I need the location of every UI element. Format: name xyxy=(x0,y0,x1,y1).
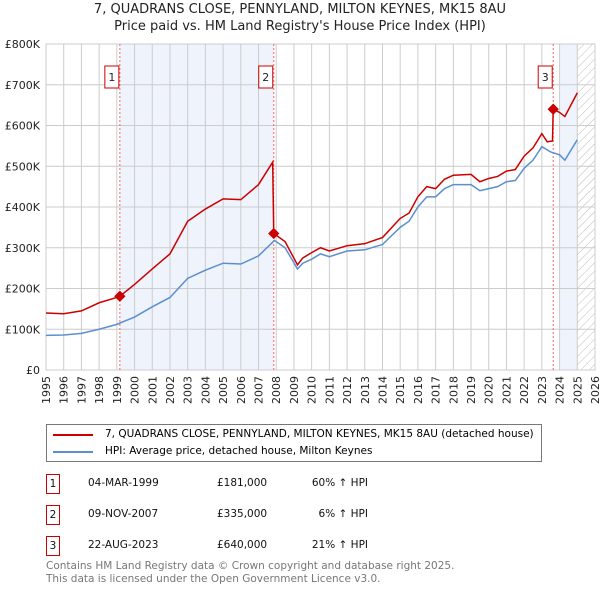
x-tick-label: 2007 xyxy=(253,376,266,404)
hpi-line xyxy=(45,139,578,337)
legend-swatch-property xyxy=(53,433,93,436)
footer-line2: This data is licensed under the Open Gov… xyxy=(46,573,381,585)
x-tick-label: 2002 xyxy=(164,376,177,404)
x-tick-label: 2019 xyxy=(465,376,478,404)
y-tick-label: £500K xyxy=(5,160,41,173)
x-tick-label: 2021 xyxy=(500,376,513,404)
x-tick-label: 2004 xyxy=(199,376,212,404)
property-line xyxy=(45,92,578,315)
legend-property: 7, QUADRANS CLOSE, PENNYLAND, MILTON KEY… xyxy=(105,428,534,440)
y-tick-label: £300K xyxy=(5,242,41,255)
x-tick-label: 1996 xyxy=(58,376,71,404)
x-tick-label: 1998 xyxy=(93,376,106,404)
x-tick-label: 1999 xyxy=(111,376,124,404)
plot-frame xyxy=(45,43,596,371)
sale-label: 2 xyxy=(262,71,269,84)
x-tick-label: 2015 xyxy=(394,376,407,404)
sale-label: 1 xyxy=(108,71,115,84)
sale-price: £181,000 xyxy=(217,477,268,489)
y-tick-label: £100K xyxy=(5,323,41,336)
sale-hpi-change: 21% ↑ HPI xyxy=(311,539,368,551)
sale-price: £640,000 xyxy=(217,539,268,551)
x-tick-label: 1995 xyxy=(40,376,53,404)
sale-row: 1 04-MAR-1999 £181,000 60% ↑ HPI xyxy=(46,474,446,494)
x-tick-label: 2018 xyxy=(447,376,460,404)
sale-label-box xyxy=(258,65,274,89)
x-tick-label: 2009 xyxy=(288,376,301,404)
chart-title: 7, QUADRANS CLOSE, PENNYLAND, MILTON KEY… xyxy=(93,2,507,17)
sale-point xyxy=(268,227,280,240)
x-tick-label: 1997 xyxy=(75,376,88,404)
sale-label-box xyxy=(104,65,120,89)
sale-label: 3 xyxy=(542,71,549,84)
x-tick-label: 2005 xyxy=(217,376,230,404)
x-tick-label: 2017 xyxy=(430,376,443,404)
legend-hpi: HPI: Average price, detached house, Milt… xyxy=(105,445,373,457)
x-tick-label: 2020 xyxy=(483,376,496,404)
sale-hpi-change: 60% ↑ HPI xyxy=(311,477,368,489)
sale-hpi-change: 6% ↑ HPI xyxy=(318,508,368,520)
x-tick-label: 2024 xyxy=(554,376,567,404)
y-tick-label: £700K xyxy=(5,79,41,92)
price-chart: 1995 1996 1997 1998 1999 2000 2001 2002 2003 2004… xyxy=(5,38,600,404)
y-tick-label: £400K xyxy=(5,201,41,214)
x-tick-label: 2014 xyxy=(376,376,389,404)
y-tick-label: £800K xyxy=(5,38,41,51)
sale-price: £335,000 xyxy=(217,508,268,520)
sale-number: 1 xyxy=(46,474,60,494)
legend: 7, QUADRANS CLOSE, PENNYLAND, MILTON KEY… xyxy=(46,424,542,462)
sale-number: 3 xyxy=(46,536,60,556)
y-tick-label: £600K xyxy=(5,120,41,133)
chart-subtitle: Price paid vs. HM Land Registry's House … xyxy=(114,19,486,34)
x-tick-label: 2003 xyxy=(182,376,195,404)
x-tick-label: 2016 xyxy=(412,376,425,404)
y-tick-label: £200K xyxy=(5,283,41,296)
x-tick-label: 2023 xyxy=(536,376,549,404)
x-tick-label: 2010 xyxy=(306,376,319,404)
x-tick-label: 2000 xyxy=(129,376,142,404)
x-tick-label: 2025 xyxy=(571,376,584,404)
x-tick-label: 2026 xyxy=(589,376,600,404)
x-tick-label: 2022 xyxy=(518,376,531,404)
sale-row: 2 09-NOV-2007 £335,000 6% ↑ HPI xyxy=(46,505,446,525)
y-tick-label: £0 xyxy=(26,364,40,377)
x-tick-label: 2011 xyxy=(323,376,336,404)
x-tick-label: 2012 xyxy=(341,376,354,404)
sale-date: 04-MAR-1999 xyxy=(88,477,159,489)
sale-point xyxy=(547,103,559,115)
sale-date: 22-AUG-2023 xyxy=(88,539,159,551)
x-tick-label: 2008 xyxy=(270,376,283,404)
sale-number: 2 xyxy=(46,505,60,525)
sale-label-box xyxy=(537,65,553,89)
sale-date: 09-NOV-2007 xyxy=(88,508,159,520)
legend-swatch-hpi xyxy=(53,450,93,453)
x-tick-label: 2001 xyxy=(146,376,159,404)
x-tick-label: 2013 xyxy=(359,376,372,404)
x-tick-label: 2006 xyxy=(235,376,248,404)
footer-line1: Contains HM Land Registry data © Crown c… xyxy=(46,560,455,572)
sale-row: 3 22-AUG-2023 £640,000 21% ↑ HPI xyxy=(46,536,446,556)
